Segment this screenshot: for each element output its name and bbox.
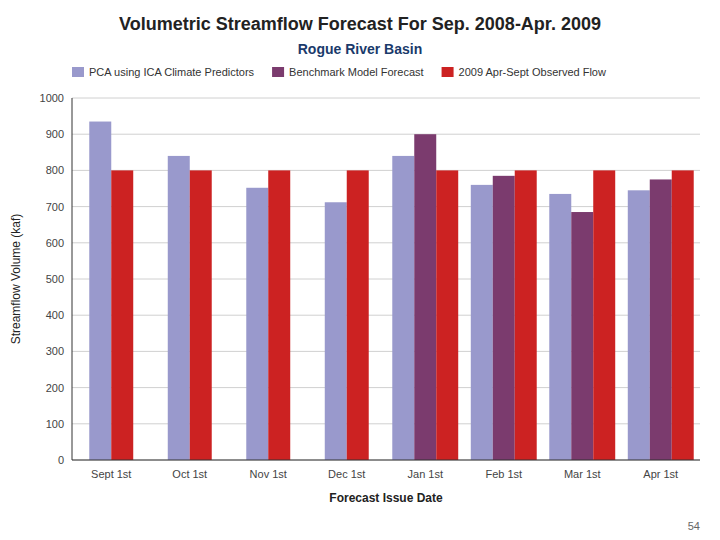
y-tick-label: 100 (46, 418, 64, 430)
bar (89, 122, 111, 460)
subtitle: Rogue River Basin (298, 41, 422, 57)
bar (392, 156, 414, 460)
legend-swatch (272, 67, 284, 77)
y-tick-label: 800 (46, 164, 64, 176)
y-tick-label: 400 (46, 309, 64, 321)
x-tick-label: Nov 1st (250, 468, 287, 480)
y-axis-label: Streamflow Volume (kaf) (9, 214, 23, 345)
x-tick-label: Jan 1st (408, 468, 443, 480)
bar (414, 134, 436, 460)
bar (571, 212, 593, 460)
legend-swatch (442, 67, 454, 77)
y-tick-label: 700 (46, 201, 64, 213)
bar (347, 170, 369, 460)
bar (549, 194, 571, 460)
bar (325, 202, 347, 460)
bars (89, 122, 693, 460)
y-axis-line (72, 98, 73, 460)
bar (471, 185, 493, 460)
grid-line (72, 134, 700, 135)
bar (246, 188, 268, 460)
bar (493, 176, 515, 460)
grid-line (72, 98, 700, 99)
title: Volumetric Streamflow Forecast For Sep. … (119, 14, 601, 34)
x-tick-label: Mar 1st (564, 468, 601, 480)
bar (672, 170, 694, 460)
grid (72, 98, 700, 460)
legend-swatch (72, 67, 84, 77)
grid-line (72, 460, 700, 461)
y-tick-label: 300 (46, 345, 64, 357)
y-tick-label: 200 (46, 382, 64, 394)
y-tick-label: 900 (46, 128, 64, 140)
x-tick-label: Sept 1st (91, 468, 131, 480)
x-tick-label: Dec 1st (328, 468, 365, 480)
x-tick-label: Apr 1st (643, 468, 678, 480)
bar (190, 170, 212, 460)
legend-label: 2009 Apr-Sept Observed Flow (459, 66, 606, 78)
bar (268, 170, 290, 460)
bar (515, 170, 537, 460)
y-tick-label: 500 (46, 273, 64, 285)
bar (628, 190, 650, 460)
legend: PCA using ICA Climate Predictors Benchmar… (72, 66, 606, 78)
legend-label: Benchmark Model Forecast (289, 66, 424, 78)
x-axis-label: Forecast Issue Date (329, 491, 443, 505)
bar (650, 179, 672, 460)
bar (168, 156, 190, 460)
bar (436, 170, 458, 460)
y-tick-label: 600 (46, 237, 64, 249)
chart: Volumetric Streamflow Forecast For Sep. … (0, 0, 720, 540)
x-tick-label: Feb 1st (485, 468, 522, 480)
legend-label: PCA using ICA Climate Predictors (89, 66, 255, 78)
bar (111, 170, 133, 460)
annotation: 54 (688, 520, 700, 532)
x-axis-line (72, 460, 700, 461)
bar (593, 170, 615, 460)
y-tick-label: 1000 (40, 92, 64, 104)
y-tick-label: 0 (58, 454, 64, 466)
x-tick-label: Oct 1st (172, 468, 207, 480)
